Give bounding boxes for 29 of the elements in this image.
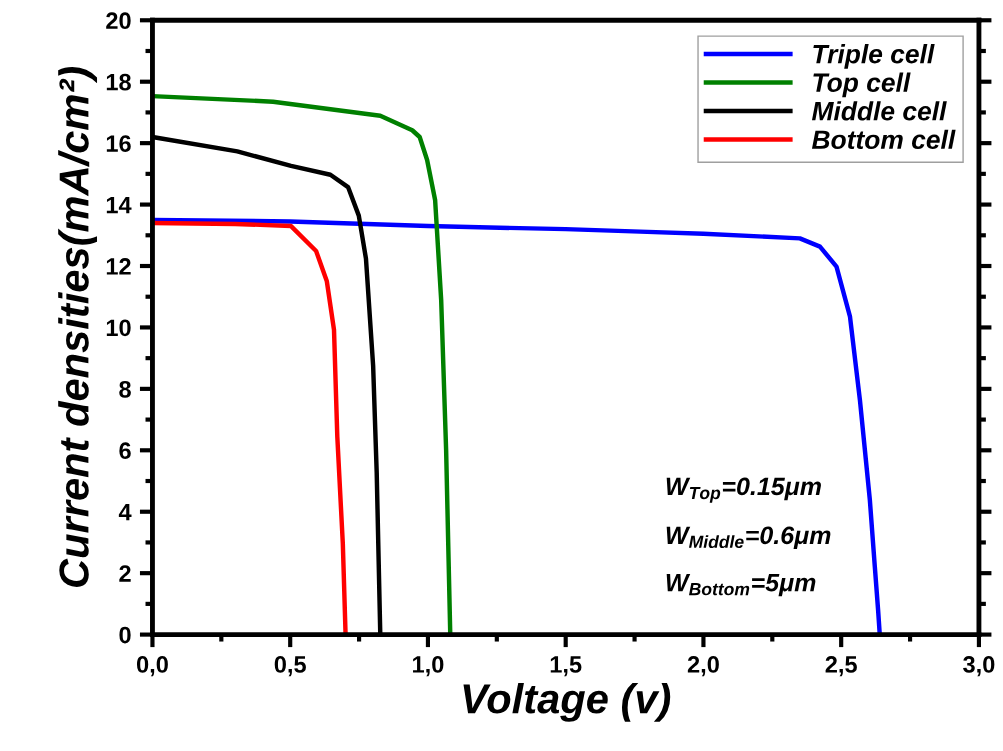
x-tick-label: 0,0	[136, 656, 168, 677]
y-tick-label: 18	[106, 73, 131, 91]
x-tick-label: 3,0	[963, 656, 995, 677]
line-series	[152, 220, 348, 635]
y-axis-title: Current densities(mA/cm²)	[58, 67, 98, 587]
y-tick-label: 2	[119, 565, 131, 582]
y-tick-label: 8	[119, 380, 131, 398]
legend-label: Top cell	[813, 72, 911, 98]
x-tick-label: 1,0	[413, 656, 444, 677]
y-tick-label: 0	[119, 626, 131, 644]
y-tick-label: 14	[106, 196, 132, 214]
legend-label: Triple cell	[813, 44, 935, 69]
y-tick-label: 10	[106, 319, 131, 337]
y-tick-label: 6	[119, 442, 131, 460]
legend-label: Middle cell	[811, 101, 947, 121]
annotation: W$_{Top}$=0.15μm	[666, 477, 821, 503]
y-tick-label: 16	[106, 135, 131, 152]
x-tick-label: 0,5	[274, 656, 306, 677]
y-tick-label: 4	[118, 504, 132, 521]
line-series	[152, 217, 882, 635]
x-tick-label: 2,0	[687, 656, 719, 677]
legend-label: Bottom cell	[811, 129, 956, 150]
annotation: W$_{Bottom}$=5μm	[666, 573, 816, 597]
y-tick-label: 12	[106, 258, 131, 275]
x-tick-label: 1,5	[550, 656, 582, 677]
y-tick-label: 20	[106, 12, 131, 30]
x-tick-label: 2,5	[825, 656, 857, 677]
annotation: W$_{Middle}$=0.6μm	[666, 526, 831, 550]
x-axis-title: Voltage (v)	[463, 682, 671, 722]
